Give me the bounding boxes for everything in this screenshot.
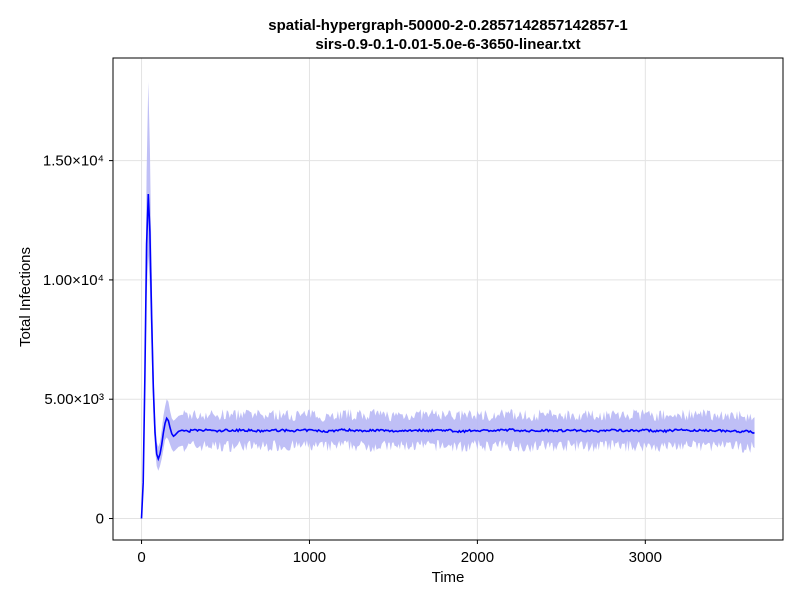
x-tick-label: 1000 bbox=[293, 549, 326, 566]
y-tick-label: 1.50×10⁴ bbox=[43, 153, 104, 170]
chart-title-line-1: spatial-hypergraph-50000-2-0.28571428571… bbox=[268, 17, 627, 34]
y-axis: 0 5.00×10³ 1.00×10⁴ 1.50×10⁴ bbox=[43, 153, 113, 528]
plot-area bbox=[112, 57, 784, 541]
x-tick-label: 2000 bbox=[461, 549, 494, 566]
y-tick-label: 5.00×10³ bbox=[44, 391, 104, 408]
x-tick-label: 0 bbox=[137, 549, 145, 566]
chart-title-line-2: sirs-0.9-0.1-0.01-5.0e-6-3650-linear.txt bbox=[315, 36, 580, 53]
grid bbox=[113, 58, 783, 540]
x-axis: 0 1000 2000 3000 bbox=[137, 540, 662, 566]
y-axis-label: Total Infections bbox=[17, 247, 34, 347]
x-tick-label: 3000 bbox=[629, 549, 662, 566]
confidence-band bbox=[141, 81, 755, 519]
x-axis-label: Time bbox=[432, 569, 465, 586]
y-tick-label: 1.00×10⁴ bbox=[43, 272, 104, 289]
y-tick-label: 0 bbox=[96, 511, 104, 528]
series-line bbox=[140, 193, 755, 519]
